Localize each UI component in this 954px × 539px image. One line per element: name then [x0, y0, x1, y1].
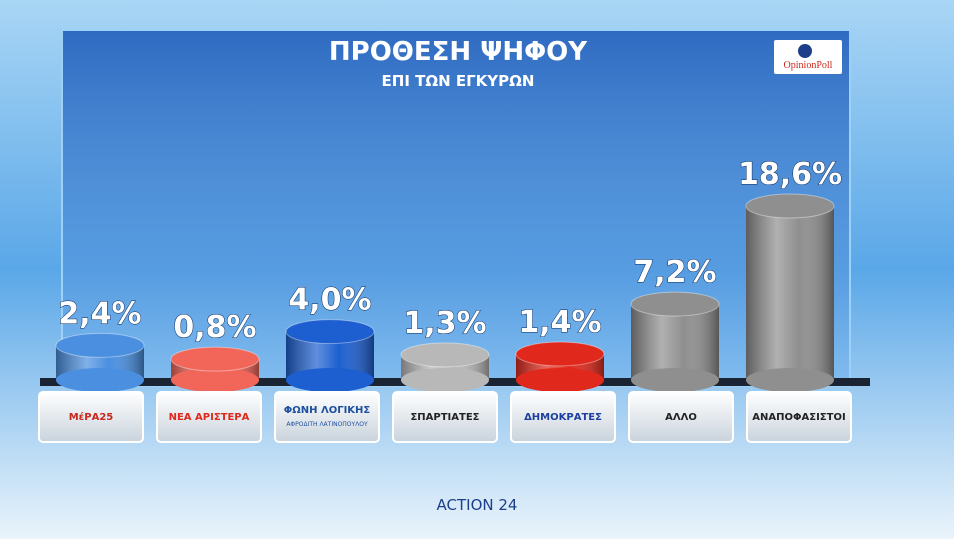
bar-bottom [56, 368, 144, 392]
value-label: 1,3% [403, 306, 486, 341]
bar-bottom [401, 368, 489, 392]
bar-cap [515, 341, 605, 367]
category-tile [746, 391, 852, 443]
category-tile [274, 391, 380, 443]
channel-logo: ACTION 24 [437, 496, 518, 514]
bar-cap [630, 291, 720, 317]
category-label: ΑΝΑΠΟΦΑΣΙΣΤΟΙ [752, 412, 845, 423]
category-tile [510, 391, 616, 443]
value-label: 0,8% [173, 310, 256, 345]
category-tile [38, 391, 144, 443]
category-tile [628, 391, 734, 443]
chart-subtitle: ΕΠΙ ΤΩΝ ΕΓΚΥΡΩΝ [382, 72, 535, 90]
bar-bottom [631, 368, 719, 392]
value-label: 4,0% [288, 283, 371, 318]
category-label: ΑΛΛΟ [665, 412, 697, 423]
category-label: ΝΕΑ ΑΡΙΣΤΕΡΑ [169, 412, 250, 423]
bar-bottom [286, 368, 374, 392]
bar-shade [631, 304, 719, 380]
chart-title: ΠΡΟΘΕΣΗ ΨΗΦΟΥ [329, 37, 588, 67]
category-label: ΜέΡΑ25 [69, 411, 114, 423]
value-label: 2,4% [58, 296, 141, 331]
bar-cap [285, 319, 375, 345]
category-label: ΦΩΝΗ ΛΟΓΙΚΗΣ [284, 405, 371, 416]
bar-cap [400, 342, 490, 368]
bar-bottom [171, 368, 259, 392]
category-tile [156, 391, 262, 443]
source-icon [798, 44, 812, 58]
bar-bottom [516, 368, 604, 392]
value-label: 7,2% [633, 255, 716, 290]
source-name: OpinionPoll [784, 60, 833, 71]
category-label: ΣΠΑΡΤΙΑΤΕΣ [410, 412, 479, 423]
bar-cap [170, 346, 260, 372]
bar-cap [55, 332, 145, 358]
value-label: 18,6% [738, 157, 842, 192]
category-caption: ΑΦΡΟΔΙΤΗ ΛΑΤΙΝΟΠΟΥΛΟΥ [286, 421, 368, 428]
bar-shade [746, 206, 834, 380]
value-label: 1,4% [518, 305, 601, 340]
bar-cap [745, 193, 835, 219]
bar-bottom [746, 368, 834, 392]
category-tile [392, 391, 498, 443]
category-label: ΔΗΜΟΚΡΑΤΕΣ [524, 412, 602, 423]
